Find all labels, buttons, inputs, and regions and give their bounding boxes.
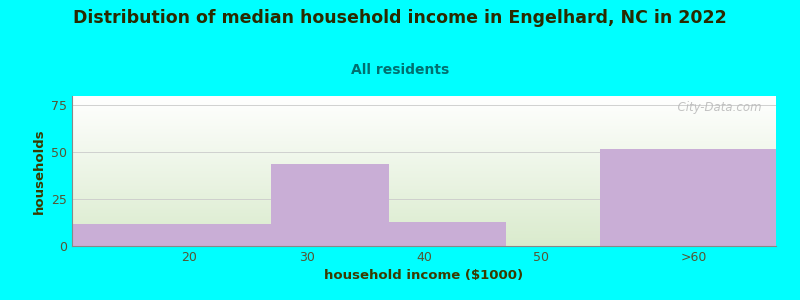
Text: All residents: All residents (351, 63, 449, 77)
Bar (72, 224, 271, 246)
Bar (271, 164, 389, 246)
Y-axis label: households: households (33, 128, 46, 214)
Text: City-Data.com: City-Data.com (670, 100, 762, 113)
Text: Distribution of median household income in Engelhard, NC in 2022: Distribution of median household income … (73, 9, 727, 27)
X-axis label: household income ($1000): household income ($1000) (325, 269, 523, 282)
Bar (600, 148, 776, 246)
Bar (389, 222, 506, 246)
